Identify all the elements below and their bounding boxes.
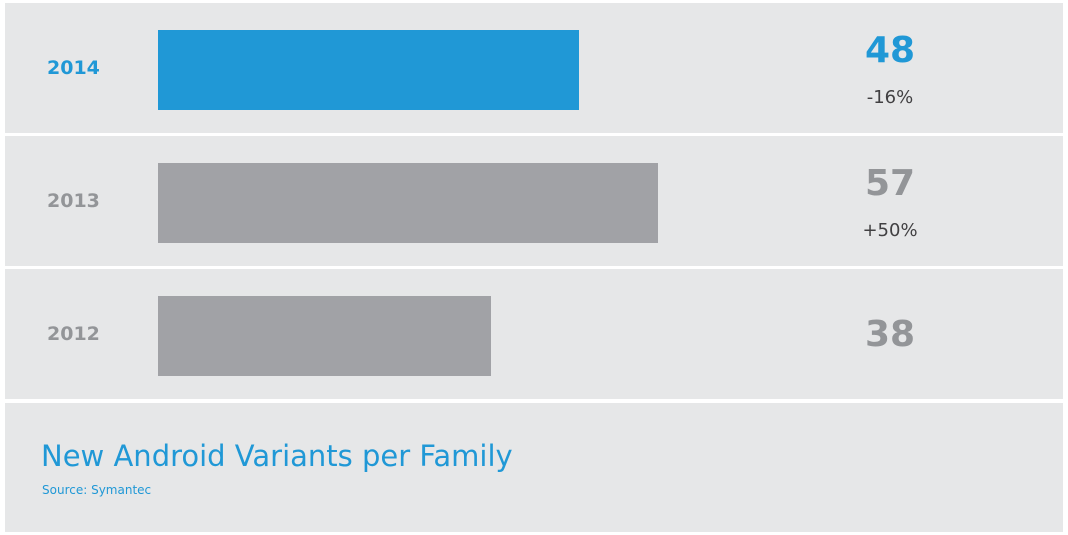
value-label: 48 (864, 30, 916, 71)
bar-2013 (158, 163, 658, 243)
chart-source: Source: Symantec (42, 483, 152, 497)
change-label: +50% (862, 220, 918, 241)
chart-footer: New Android Variants per Family Source: … (5, 403, 1063, 532)
bar-2014 (158, 30, 579, 110)
value-group: 48 -16% (825, 3, 955, 133)
year-label: 2014 (47, 57, 100, 79)
change-label: -16% (866, 87, 914, 108)
value-label: 57 (864, 163, 916, 204)
value-group: 57 +50% (825, 136, 955, 266)
value-group: 38 (825, 269, 955, 399)
chart-row-2013: 2013 57 +50% (5, 136, 1063, 266)
year-label: 2012 (47, 323, 100, 345)
year-label: 2013 (47, 190, 100, 212)
value-label: 38 (864, 314, 916, 355)
chart-row-2014: 2014 48 -16% (5, 3, 1063, 133)
chart-title: New Android Variants per Family (41, 439, 513, 473)
chart-row-2012: 2012 38 (5, 269, 1063, 399)
bar-2012 (158, 296, 491, 376)
